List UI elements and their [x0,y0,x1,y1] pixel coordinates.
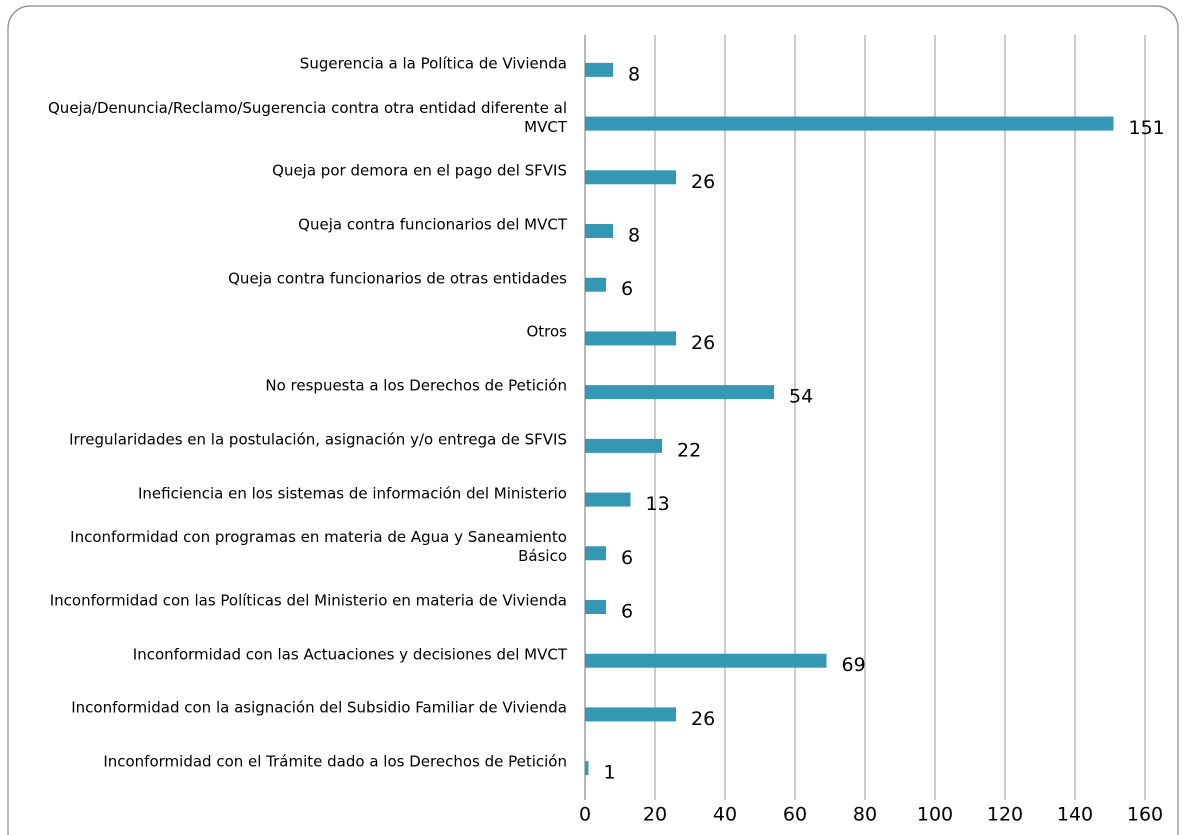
y-tick-label: Inconformidad con programas en materia d… [70,528,567,566]
data-label: 151 [1129,117,1165,139]
data-label: 1 [604,762,616,784]
y-tick-label: Inconformidad con la asignación del Subs… [71,698,567,717]
x-tick-label: 40 [713,804,737,826]
bar [585,116,1114,131]
bar [585,546,606,561]
data-label: 6 [621,601,633,623]
data-label: 13 [646,493,670,515]
bar [585,331,676,346]
data-label: 26 [691,171,715,193]
data-label: 54 [789,386,813,408]
y-tick-label: No respuesta a los Derechos de Petición [265,376,567,395]
data-label: 22 [677,439,701,461]
bar [585,224,613,238]
y-tick-label: Queja por demora en el pago del SFVIS [272,161,567,180]
x-tick-label: 20 [643,804,667,826]
x-tick-label: 0 [579,804,591,826]
x-tick-label: 140 [1057,804,1093,826]
bar [585,438,662,453]
data-label: 6 [621,278,633,300]
chart-border [7,5,1179,835]
y-tick-label: Ineficiencia en los sistemas de informac… [138,484,567,503]
x-tick-label: 80 [853,804,877,826]
y-tick-label: Queja contra funcionarios de otras entid… [228,269,567,288]
bar [585,277,606,292]
y-tick-label: Irregularidades en la postulación, asign… [69,430,567,449]
y-tick-label: Inconformidad con las Actuaciones y deci… [132,645,567,664]
y-tick-label: Queja/Denuncia/Reclamo/Sugerencia contra… [48,98,567,136]
x-tick-label: 160 [1127,804,1163,826]
bar [585,600,606,614]
y-tick-label: Otros [526,322,567,341]
x-tick-label: 60 [783,804,807,826]
y-tick-label: Inconformidad con las Políticas del Mini… [49,591,567,610]
bar [585,170,676,185]
bar [585,653,827,668]
data-label: 26 [691,708,715,730]
data-label: 26 [691,332,715,354]
bar [585,761,589,776]
data-label: 6 [621,547,633,569]
bar [585,62,613,77]
data-label: 8 [628,63,640,85]
x-tick-label: 100 [917,804,953,826]
data-label: 69 [842,654,866,676]
y-tick-label: Inconformidad con el Trámite dado a los … [103,752,567,771]
y-tick-label: Sugerencia a la Política de Vivienda [299,54,567,73]
bar [585,385,774,400]
bar [585,707,676,722]
data-label: 8 [628,225,640,247]
x-tick-label: 120 [987,804,1023,826]
bar [585,492,631,507]
y-tick-label: Queja contra funcionarios del MVCT [298,215,567,234]
